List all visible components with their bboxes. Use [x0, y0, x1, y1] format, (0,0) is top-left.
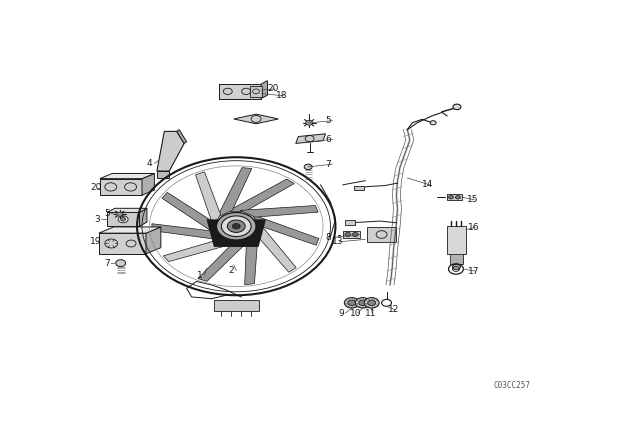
Polygon shape: [198, 239, 251, 281]
Text: 11: 11: [365, 309, 376, 318]
Text: 2: 2: [229, 266, 234, 275]
Circle shape: [348, 300, 356, 306]
Text: 5: 5: [325, 116, 331, 125]
Circle shape: [121, 218, 125, 221]
Text: 5: 5: [104, 209, 109, 218]
Polygon shape: [157, 171, 169, 178]
Polygon shape: [140, 208, 147, 226]
Polygon shape: [108, 212, 140, 226]
Polygon shape: [152, 224, 226, 241]
Circle shape: [456, 195, 460, 199]
Circle shape: [352, 233, 358, 237]
Polygon shape: [157, 131, 184, 171]
Circle shape: [232, 224, 240, 229]
Text: 8: 8: [326, 233, 332, 242]
Polygon shape: [227, 179, 294, 211]
Text: 18: 18: [276, 91, 288, 100]
Bar: [367, 227, 396, 242]
Text: 7: 7: [104, 259, 109, 268]
Bar: [345, 220, 355, 224]
Circle shape: [359, 300, 367, 306]
Bar: [354, 186, 364, 190]
Polygon shape: [108, 208, 147, 212]
Text: 17: 17: [468, 267, 479, 276]
Circle shape: [452, 264, 460, 270]
Text: 3: 3: [94, 215, 100, 224]
Circle shape: [304, 164, 312, 170]
Polygon shape: [256, 222, 296, 272]
Polygon shape: [240, 206, 318, 217]
Text: C03CC257: C03CC257: [493, 381, 530, 390]
Text: 13: 13: [332, 237, 344, 246]
Polygon shape: [146, 227, 161, 254]
Text: 12: 12: [388, 305, 399, 314]
Polygon shape: [261, 81, 268, 99]
Polygon shape: [163, 239, 239, 262]
Circle shape: [345, 233, 351, 237]
Polygon shape: [177, 129, 187, 143]
Polygon shape: [234, 114, 278, 124]
Bar: [447, 194, 462, 200]
Polygon shape: [196, 172, 221, 226]
Bar: [214, 301, 259, 311]
Polygon shape: [162, 192, 216, 234]
Text: 4: 4: [147, 159, 152, 168]
Polygon shape: [252, 215, 319, 245]
Text: 15: 15: [467, 195, 478, 204]
Text: 9: 9: [338, 309, 344, 318]
Text: 6: 6: [326, 135, 332, 144]
Polygon shape: [296, 134, 326, 143]
Circle shape: [118, 216, 128, 223]
Circle shape: [453, 104, 461, 110]
Bar: [343, 231, 360, 238]
Text: 14: 14: [422, 181, 434, 190]
Circle shape: [344, 297, 359, 308]
Circle shape: [364, 297, 379, 308]
Text: 7: 7: [325, 159, 331, 168]
Circle shape: [430, 121, 436, 125]
Circle shape: [116, 212, 123, 216]
Text: 10: 10: [350, 309, 362, 318]
Polygon shape: [217, 168, 252, 217]
Circle shape: [116, 260, 125, 267]
Polygon shape: [100, 179, 142, 195]
Polygon shape: [219, 84, 261, 99]
Text: 19: 19: [90, 237, 101, 246]
Circle shape: [367, 300, 376, 306]
Bar: [250, 86, 262, 97]
Circle shape: [221, 216, 251, 237]
Polygon shape: [142, 173, 154, 195]
Polygon shape: [99, 227, 161, 233]
Text: 20: 20: [268, 84, 279, 94]
Circle shape: [449, 195, 454, 199]
Polygon shape: [99, 233, 146, 254]
Circle shape: [227, 220, 245, 233]
Bar: [450, 254, 463, 264]
Bar: [447, 226, 466, 254]
Circle shape: [216, 212, 256, 240]
Text: 20: 20: [90, 183, 101, 192]
Polygon shape: [207, 220, 266, 247]
Polygon shape: [100, 173, 154, 179]
Text: 16: 16: [468, 223, 479, 232]
Circle shape: [306, 121, 312, 125]
Polygon shape: [244, 231, 258, 284]
Circle shape: [355, 297, 370, 308]
Text: 1: 1: [197, 271, 203, 280]
